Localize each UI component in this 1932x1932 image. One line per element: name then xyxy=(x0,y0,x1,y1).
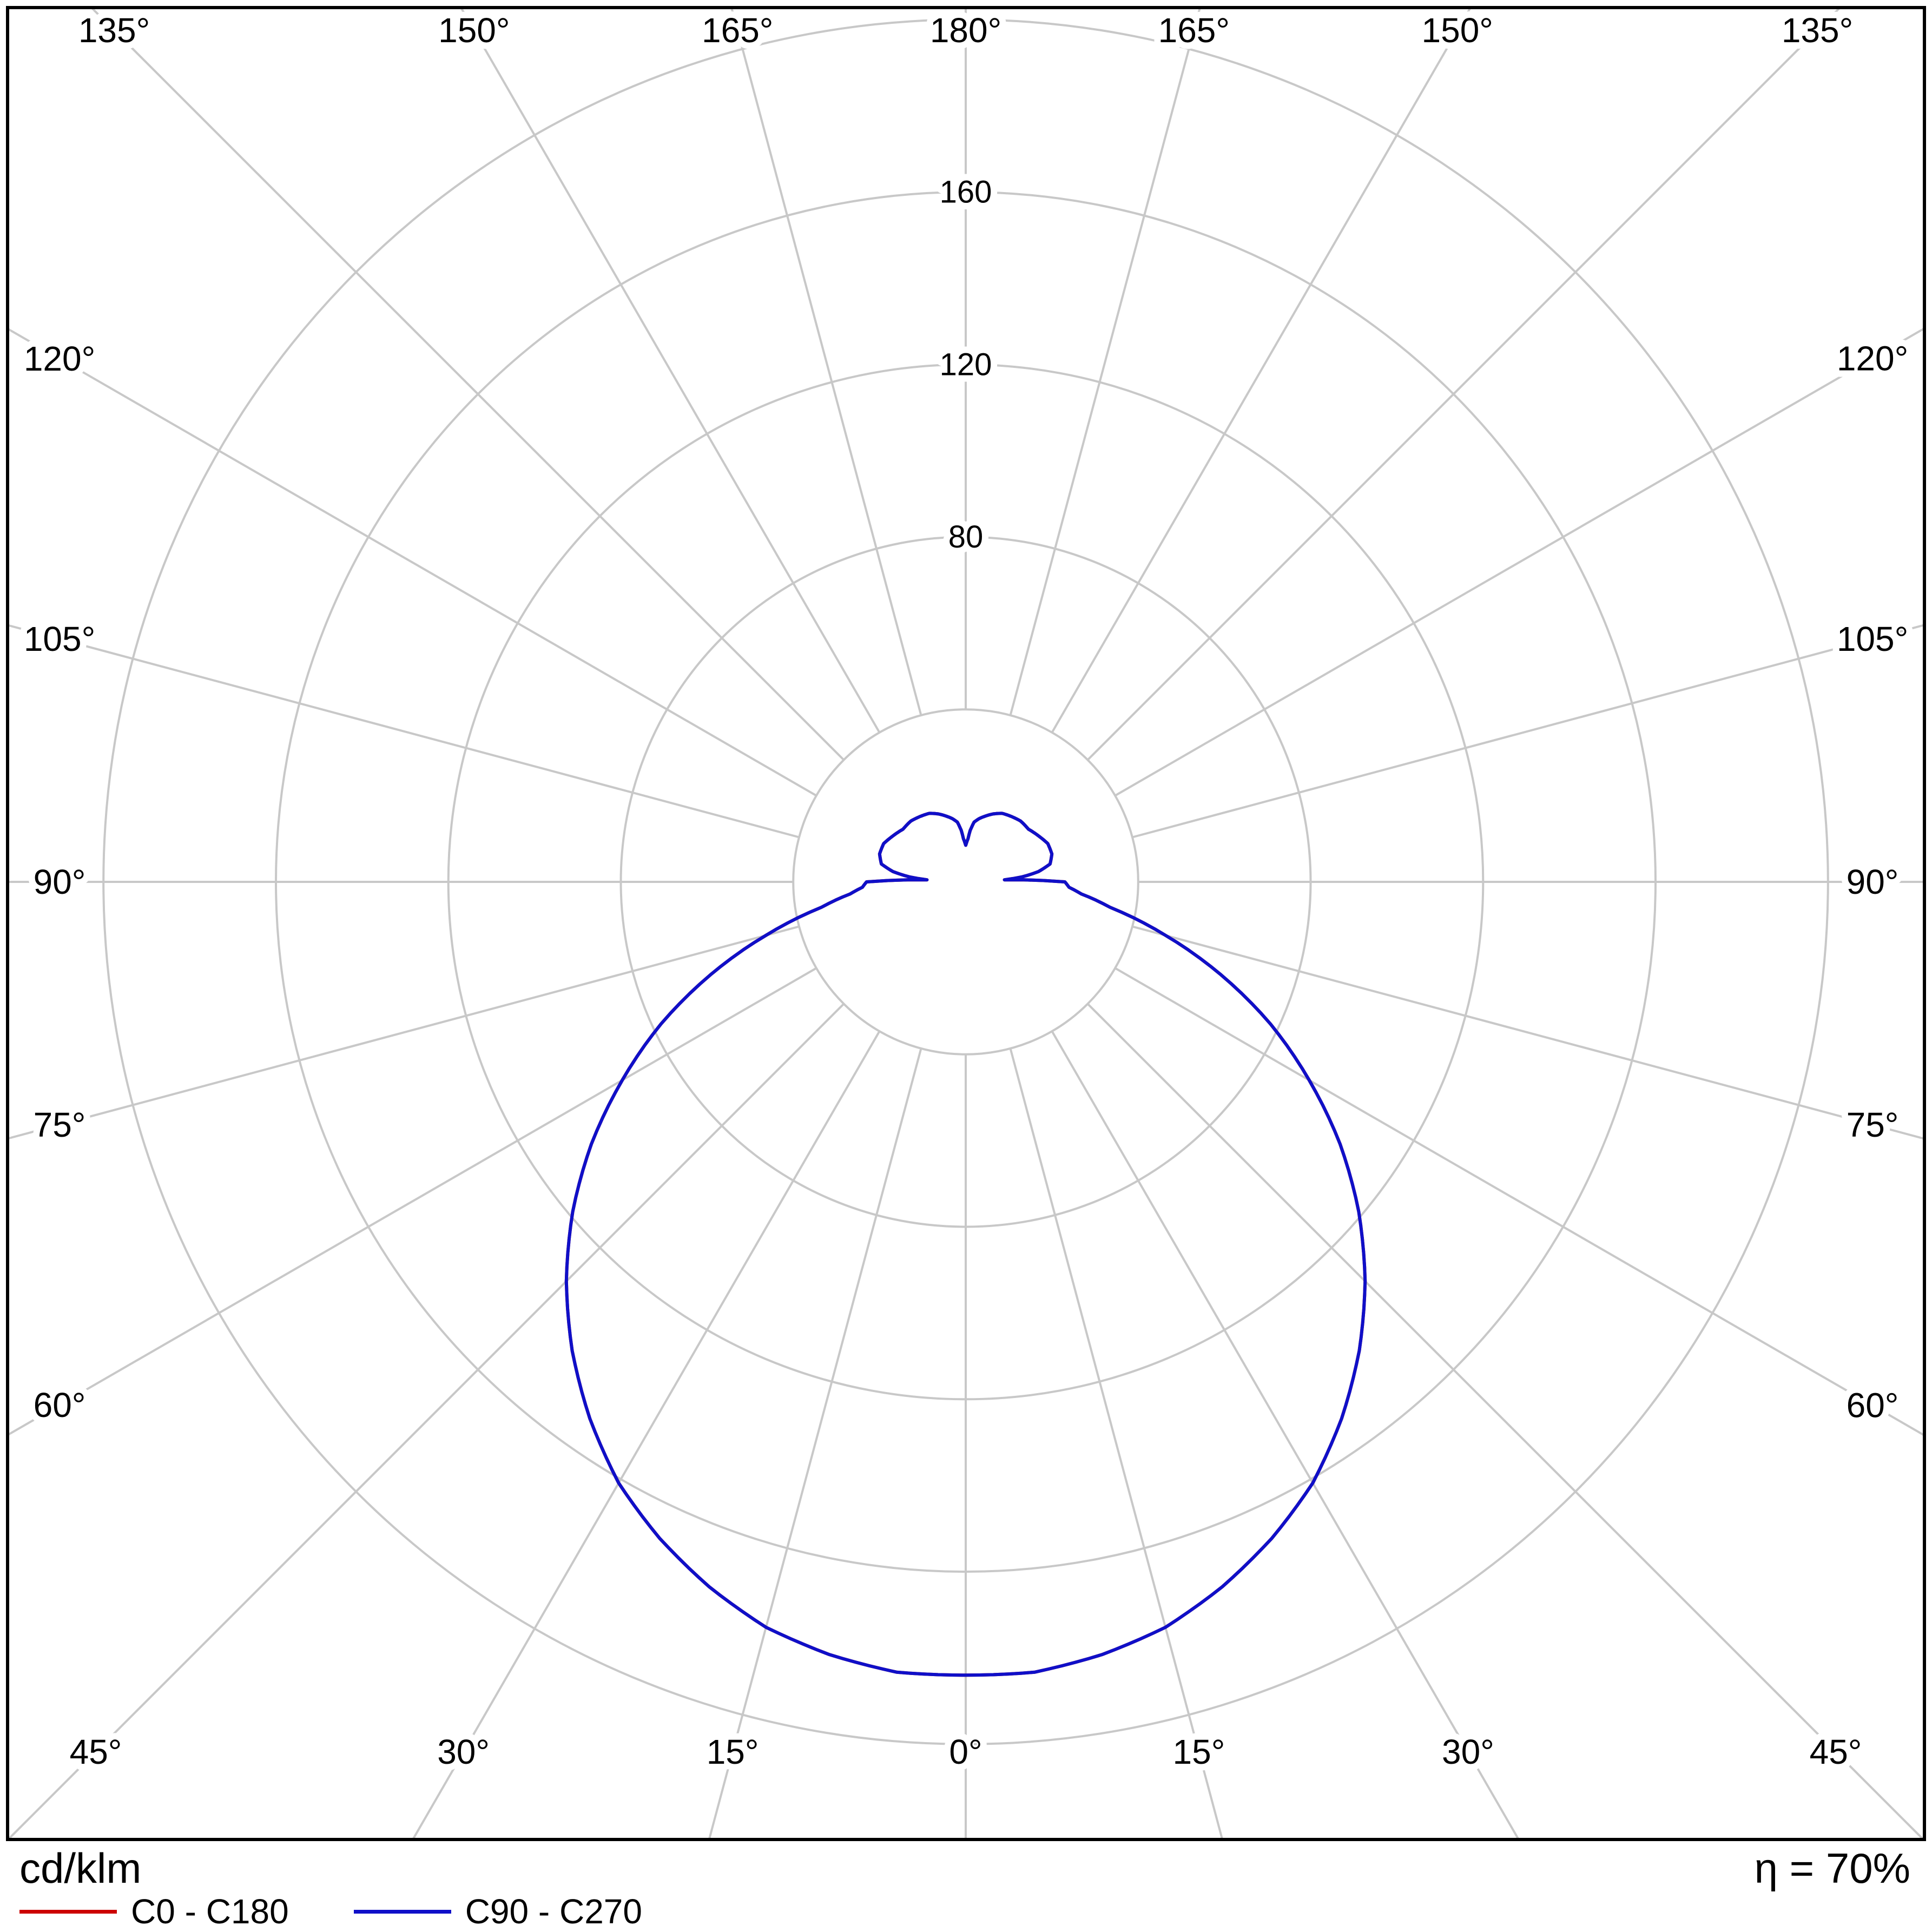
chart-footer: cd/klm η = 70% C0 - C180 C90 - C270 xyxy=(0,1842,1932,1932)
angle-label-left-105: 105° xyxy=(24,619,95,658)
grid-ray-255 xyxy=(8,624,800,839)
angle-label-left-165: 165° xyxy=(702,11,773,50)
ring-label-120: 120 xyxy=(940,347,992,382)
grid-ray-285 xyxy=(8,925,800,1140)
grid-ray-30 xyxy=(1051,1031,1520,1839)
angle-label-left-120: 120° xyxy=(24,339,95,378)
grid-ray-195 xyxy=(730,8,922,716)
grid-ray-315 xyxy=(8,1003,845,1839)
angle-label-right-60: 60° xyxy=(1847,1386,1899,1425)
angle-label-right-45: 45° xyxy=(1810,1732,1862,1771)
angle-label-left-60: 60° xyxy=(34,1386,86,1425)
angle-label-0: 0° xyxy=(949,1732,982,1771)
grid-ray-45 xyxy=(1086,1003,1924,1839)
legend: C0 - C180 C90 - C270 xyxy=(19,1891,642,1931)
ring-label-160: 160 xyxy=(940,175,992,210)
angle-label-left-30: 30° xyxy=(437,1732,490,1771)
grid-ray-240 xyxy=(8,327,817,797)
grid-ray-300 xyxy=(8,967,817,1436)
angle-label-left-75: 75° xyxy=(34,1105,86,1144)
angle-label-180: 180° xyxy=(930,11,1001,50)
angle-label-right-150: 150° xyxy=(1422,11,1493,50)
grid-ray-165 xyxy=(1009,8,1202,716)
grid-ray-105 xyxy=(1132,624,1924,839)
unit-label: cd/klm xyxy=(19,1844,142,1892)
grid-ray-210 xyxy=(459,8,881,733)
angle-label-right-30: 30° xyxy=(1442,1732,1494,1771)
grid-ring-40 xyxy=(792,708,1139,1056)
grid-ray-225 xyxy=(90,8,845,761)
grid-ray-135 xyxy=(1086,8,1842,761)
angle-label-left-90: 90° xyxy=(34,862,86,901)
angle-label-right-165: 165° xyxy=(1158,11,1230,50)
ring-label-80: 80 xyxy=(948,519,984,555)
footer-top-row: cd/klm η = 70% xyxy=(0,1842,1932,1893)
legend-label-c90-c270: C90 - C270 xyxy=(465,1892,642,1931)
angle-label-left-150: 150° xyxy=(438,11,510,50)
angle-label-right-135: 135° xyxy=(1782,11,1853,50)
angle-label-left-135: 135° xyxy=(78,11,150,50)
angle-label-left-15: 15° xyxy=(707,1732,759,1771)
plot-frame xyxy=(6,6,1926,1841)
angle-label-right-120: 120° xyxy=(1837,339,1908,378)
grid-ray-15 xyxy=(1009,1048,1224,1839)
angle-label-right-15: 15° xyxy=(1173,1732,1225,1771)
legend-swatch-c0-c180 xyxy=(19,1909,117,1914)
legend-item-c90-c270: C90 - C270 xyxy=(353,1891,642,1931)
legend-item-c0-c180: C0 - C180 xyxy=(19,1891,289,1931)
grid-ray-345 xyxy=(708,1048,922,1839)
efficiency-label: η = 70% xyxy=(1754,1844,1910,1892)
angle-label-right-90: 90° xyxy=(1847,862,1899,901)
grid-ray-150 xyxy=(1051,8,1472,733)
grid-ray-60 xyxy=(1115,967,1924,1437)
legend-label-c0-c180: C0 - C180 xyxy=(131,1892,289,1931)
curve-c90-c270 xyxy=(564,812,1367,1677)
angle-label-left-45: 45° xyxy=(70,1732,122,1771)
angle-label-right-105: 105° xyxy=(1837,619,1908,658)
grid-ray-120 xyxy=(1115,327,1924,797)
legend-swatch-c90-c270 xyxy=(353,1909,451,1914)
angle-label-right-75: 75° xyxy=(1847,1105,1899,1144)
grid-ray-330 xyxy=(411,1031,881,1839)
grid-ray-75 xyxy=(1132,925,1924,1140)
